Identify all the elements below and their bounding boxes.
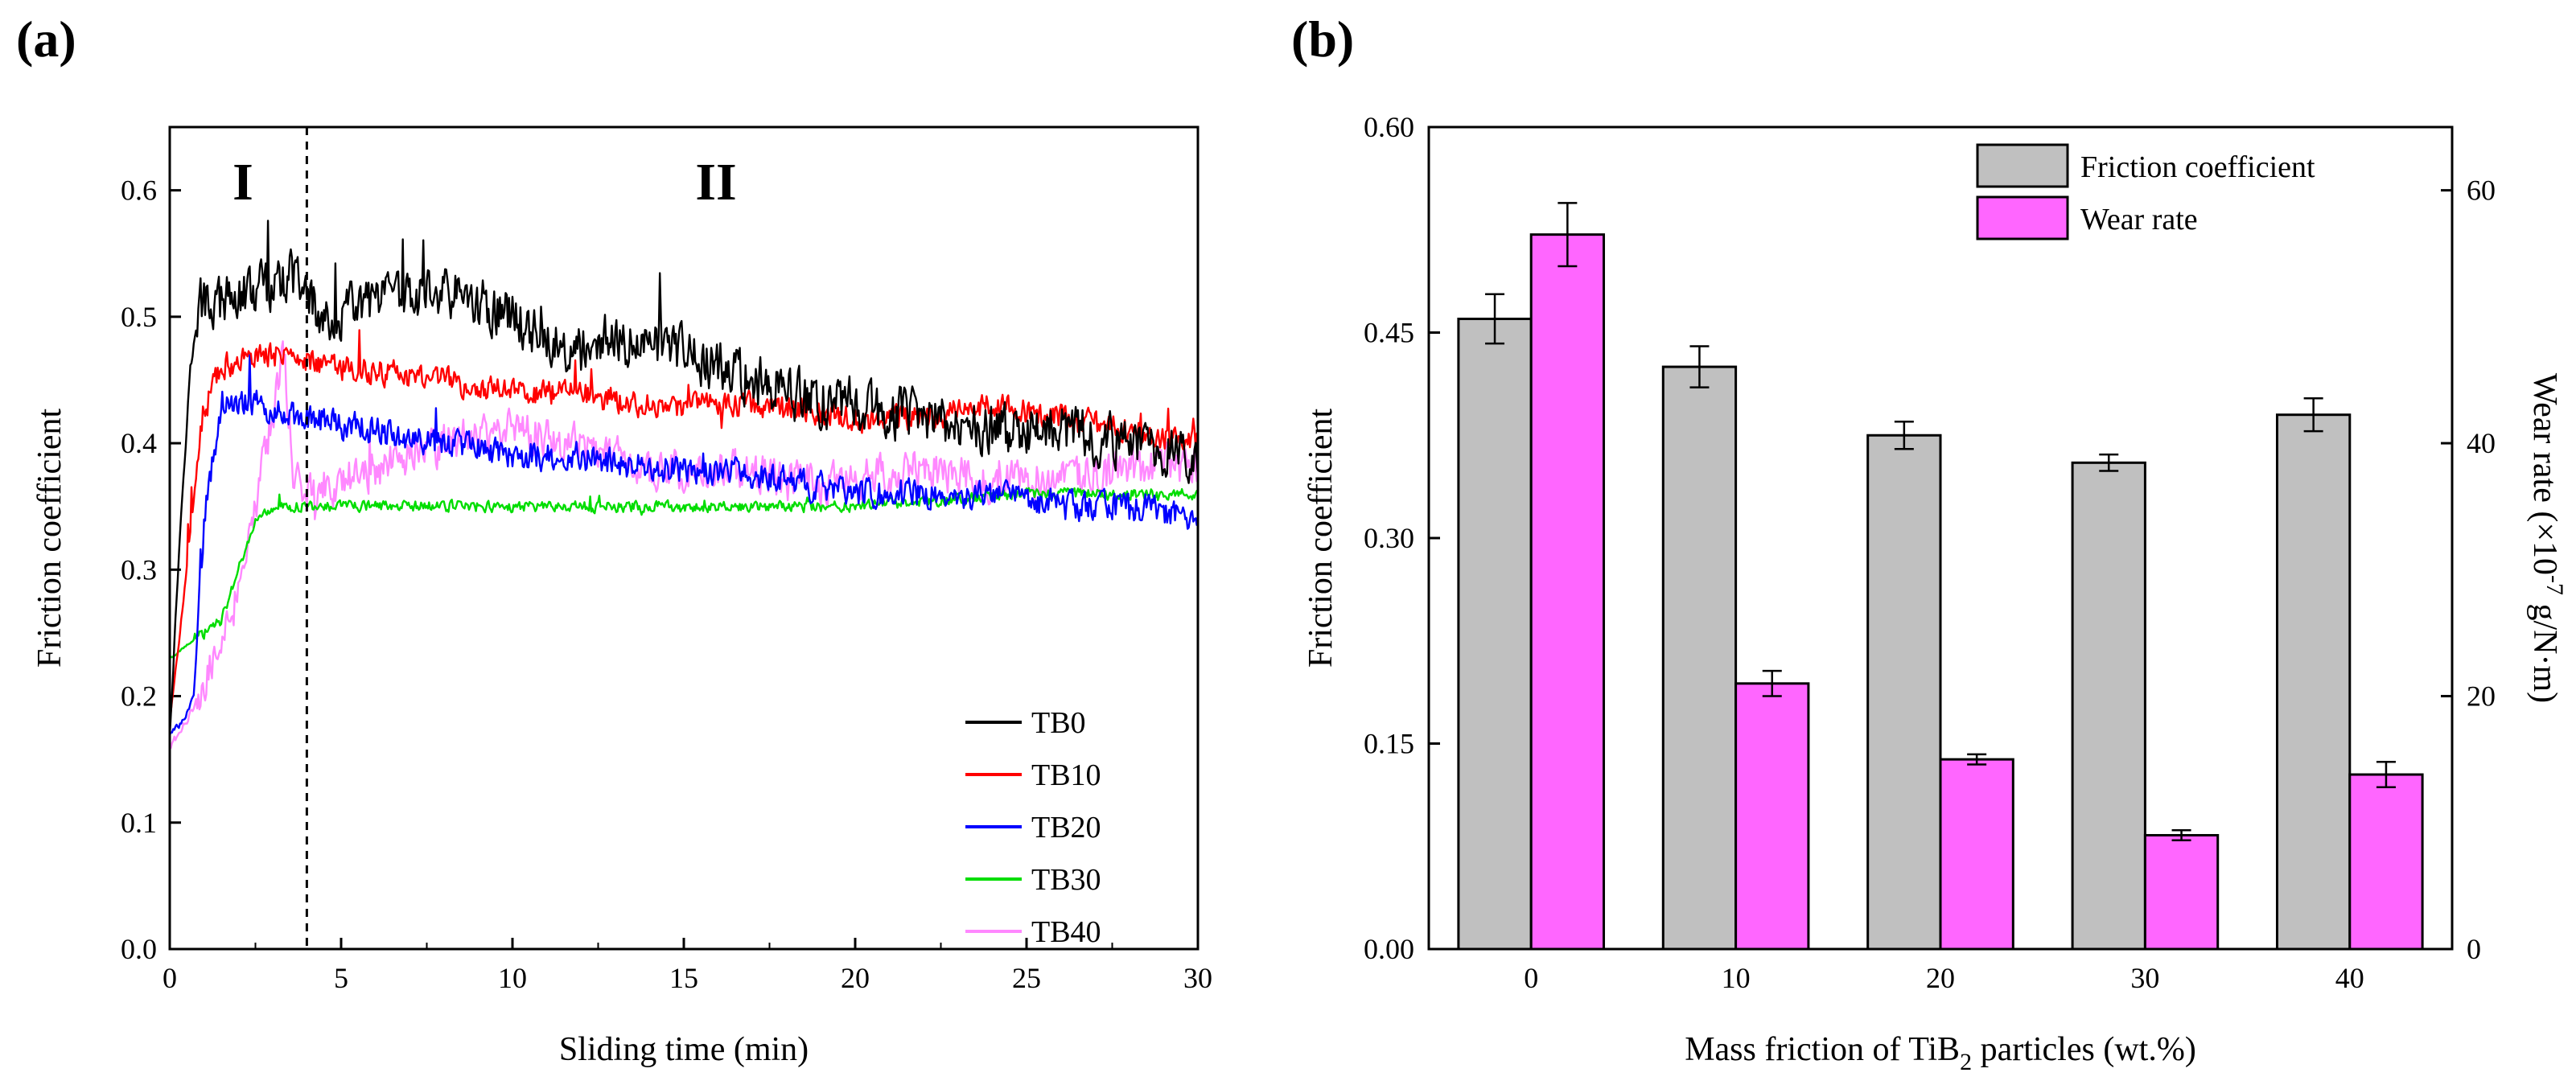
y-right-tick-label: 0 [2467,933,2481,965]
panel-b-label: (b) [1291,10,1354,68]
bar-wear-20 [1939,758,2014,951]
x-tick-label: 0 [1524,962,1538,994]
legend-label-wear: Wear rate [2080,203,2198,236]
legend-label-TB10: TB10 [1031,758,1101,792]
panel-a-label: (a) [16,10,76,68]
series-line-TB20 [168,353,1200,736]
panel-b-frame [1427,125,2454,951]
x-tick-label: 20 [1926,962,1955,994]
x-tick-label: 5 [334,962,348,994]
panel-b-ylabel-right: Wear rate (×10-7 g/N·m) [2526,373,2568,703]
x-tick-label: 15 [669,962,698,994]
legend-label-TB0: TB0 [1031,706,1086,740]
x-tick-label: 40 [2335,962,2364,994]
series-line-TB0 [168,220,1200,737]
series-line-TB40 [169,340,1200,750]
series-line-TB30 [168,487,1200,660]
y-right-tick-label: 60 [2467,175,2496,207]
panel-b-bars [1457,202,2424,951]
bar-friction-30 [2071,461,2146,951]
region-ii-label: II [695,153,736,212]
y-tick-label: 0.00 [1364,933,1414,965]
x-tick-label: 30 [1183,962,1212,994]
y-tick-label: 0.45 [1364,317,1414,349]
panel-a-ticks: 0 5 10 15 20 25 30 0.0 0.1 0.2 0.3 0.4 0.5 0.6 [121,175,1212,994]
y-tick-label: 0.0 [121,933,157,965]
y-tick-label: 0.5 [121,301,157,333]
bar-wear-0 [1529,233,1606,951]
panel-a-series [168,220,1200,750]
bar-friction-20 [1866,434,1942,951]
series-line-TB10 [168,329,1200,723]
bar-wear-10 [1734,682,1810,951]
y-tick-label: 0.30 [1364,522,1414,554]
y-tick-label: 0.1 [121,807,157,839]
y-right-tick-label: 20 [2467,680,2496,713]
x-tick-label: 20 [841,962,870,994]
y-tick-label: 0.6 [121,175,157,207]
region-i-label: I [232,153,253,212]
legend-swatch-friction [1976,143,2069,188]
x-tick-label: 30 [2130,962,2159,994]
bar-friction-0 [1457,317,1533,951]
x-tick-label: 10 [498,962,527,994]
y-tick-label: 0.3 [121,553,157,586]
legend-label-TB20: TB20 [1031,811,1101,844]
panel-b-legend: Friction coefficient Wear rate [1976,143,2315,240]
legend-swatch-wear [1976,195,2069,240]
panel-a-legend: TB0 TB10 TB20 TB30 TB40 [965,706,1101,949]
bar-wear-30 [2143,833,2220,951]
panel-a-ylabel: Friction coefficient [31,409,68,668]
y-tick-label: 0.60 [1364,111,1414,143]
panel-b-ylabel: Friction coefficient [1302,409,1339,668]
bar-friction-40 [2275,413,2352,951]
legend-label-friction: Friction coefficient [2080,150,2315,184]
panel-b: (b) 0.00 0.15 0.30 0.45 0.60 0 20 40 60 0 10 20 30 40… [1291,10,2568,1075]
y-right-tick-label: 40 [2467,427,2496,459]
legend-label-TB40: TB40 [1031,915,1101,949]
panel-a-xlabel: Sliding time (min) [559,1031,809,1068]
x-tick-label: 25 [1012,962,1041,994]
legend-label-TB30: TB30 [1031,863,1101,897]
panel-b-xlabel: Mass friction of TiB2 particles (wt.%) [1685,1031,2196,1075]
y-tick-label: 0.2 [121,680,157,713]
y-tick-label: 0.4 [121,427,157,459]
panel-a-frame [168,125,1200,951]
x-tick-label: 10 [1722,962,1751,994]
bar-friction-10 [1661,365,1738,951]
x-tick-label: 0 [163,962,177,994]
panel-a: (a) 0 5 10 15 20 25 300.00.10.20.30.40.50.6 I … [16,10,1212,1068]
bar-wear-40 [2348,773,2424,951]
y-tick-label: 0.15 [1364,728,1414,760]
